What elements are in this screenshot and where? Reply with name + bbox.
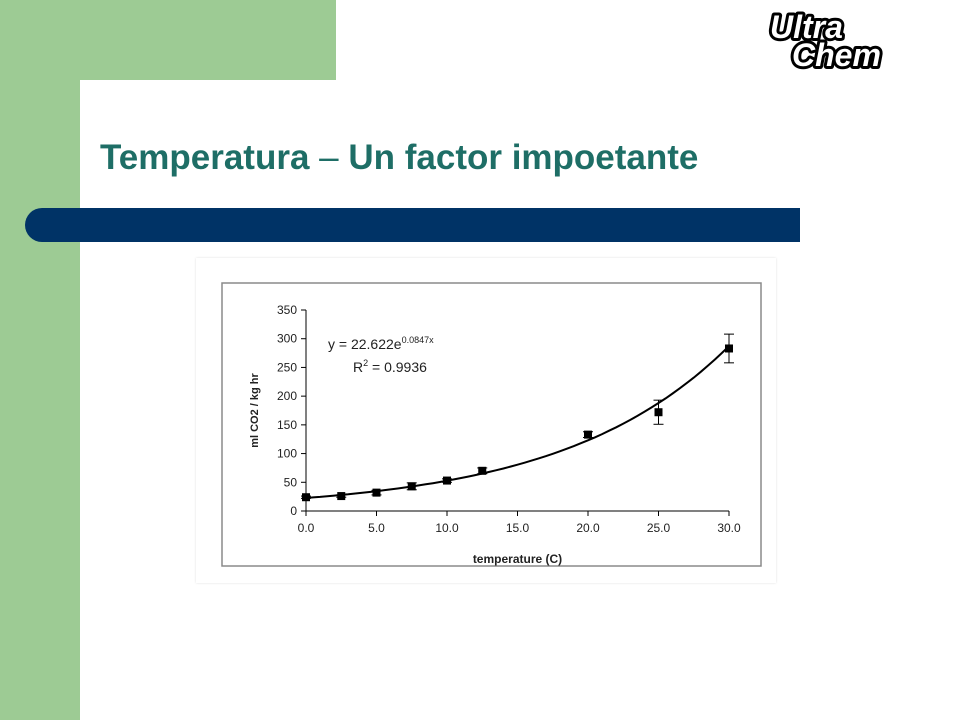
x-tick-label: 25.0: [647, 521, 671, 535]
data-point: [443, 476, 451, 485]
y-tick-label: 300: [277, 332, 297, 346]
sidebar-accent: [0, 0, 80, 720]
data-point: [372, 488, 381, 497]
y-axis-label: ml CO2 / kg hr: [249, 372, 261, 447]
data-point: [725, 344, 733, 353]
data-point: [654, 408, 663, 417]
top-accent: [0, 0, 336, 80]
co2-temperature-chart: 0 50 100 150 200 250 300 350 0.0 5.0 10.0 15.0 20.0 2…: [221, 282, 762, 567]
svg-text:Chem: Chem: [792, 37, 881, 72]
x-tick-label: 20.0: [576, 521, 600, 535]
r-squared: R2 = 0.9936: [353, 358, 427, 375]
x-tick-label: 5.0: [368, 521, 385, 535]
x-tick-label: 10.0: [435, 521, 459, 535]
title-dash: –: [319, 138, 339, 177]
svg-text:Ultra: Ultra: [770, 9, 843, 45]
y-tick-label: 350: [277, 303, 297, 317]
ultrachem-logo: Ultra Ultra Chem Chem: [767, 8, 884, 72]
y-tick-label: 0: [290, 504, 297, 518]
y-tick-label: 250: [277, 360, 297, 374]
x-tick-label: 0.0: [298, 521, 315, 535]
y-tick-label: 200: [277, 389, 297, 403]
y-tick-label: 100: [277, 447, 297, 461]
data-point: [584, 430, 592, 439]
data-point: [478, 466, 487, 475]
svg-text:Chem: Chem: [792, 37, 881, 72]
data-point: [337, 492, 346, 501]
x-tick-label: 15.0: [506, 521, 530, 535]
title-underline-bar: [25, 208, 800, 242]
svg-text:Ultra: Ultra: [770, 9, 843, 45]
data-point: [407, 482, 416, 491]
y-tick-label: 50: [284, 475, 298, 489]
title-main: Temperatura: [100, 138, 320, 177]
x-axis-label: temperature (C): [473, 552, 562, 566]
fit-equation: y = 22.622e0.0847x: [328, 335, 434, 352]
title-rest: Un factor impoetante: [338, 138, 699, 177]
x-tick-label: 30.0: [717, 521, 741, 535]
y-tick-label: 150: [277, 418, 297, 432]
chart-container: 0 50 100 150 200 250 300 350 0.0 5.0 10.0 15.0 20.0 2…: [196, 258, 776, 583]
data-point: [302, 493, 310, 502]
chart-frame: [221, 282, 762, 567]
slide-title: Temperatura – Un factor impoetante: [100, 138, 698, 178]
